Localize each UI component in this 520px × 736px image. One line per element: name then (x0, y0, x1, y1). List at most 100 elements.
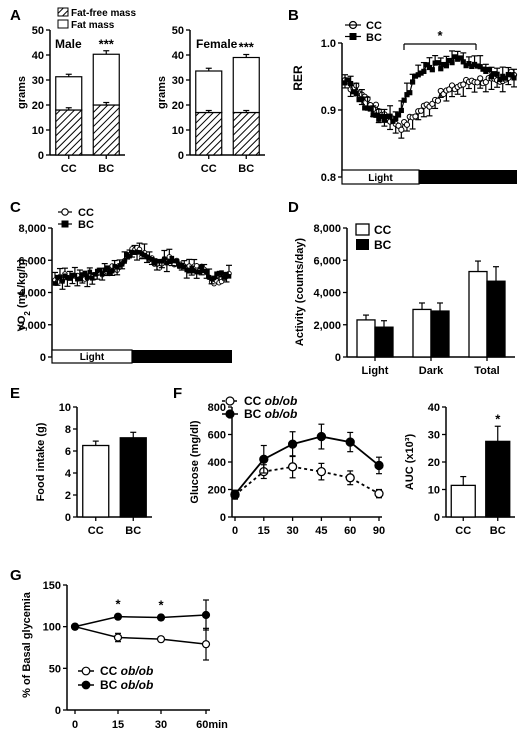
y-tick-label: 200 (208, 485, 226, 497)
y-tick-label: 8 (65, 424, 71, 436)
legend-swatch-bc (356, 239, 369, 250)
data-point-bc (466, 60, 472, 67)
x-tick-label: 15 (112, 719, 124, 731)
data-point-bc (443, 63, 449, 69)
y-tick-label: 4,000 (313, 288, 341, 300)
x-tick-label: 0 (232, 525, 238, 537)
data-point-bc (457, 55, 464, 61)
data-point-bc (350, 89, 357, 95)
x-tick-label: CC (88, 525, 104, 537)
data-point-bc (137, 250, 142, 255)
legend-marker-bc (81, 680, 91, 690)
data-point-bc (57, 275, 63, 280)
data-point-bc (52, 281, 58, 286)
data-point-bc (511, 75, 517, 81)
y-tick-label: 4 (65, 468, 72, 480)
x-tick-label: CC (201, 163, 217, 175)
data-point-bc (432, 60, 438, 66)
y-tick-label: 2,000 (18, 320, 46, 332)
data-point-bc (477, 64, 483, 70)
data-point-bc (345, 77, 351, 83)
data-point-bc (494, 71, 500, 77)
data-point-bc (60, 279, 65, 284)
data-point-bc (112, 264, 117, 269)
data-point-bc (70, 622, 80, 631)
data-point-cc (412, 113, 419, 120)
data-point-bc (129, 249, 135, 255)
f-auc-y-label: AUC (x10³) (404, 434, 416, 491)
legend-label-bc-obob: BC ob/ob (244, 407, 297, 421)
significance-star: * (115, 597, 121, 612)
data-point-cc (434, 97, 442, 104)
bar-bc (486, 280, 506, 358)
data-point-bc (77, 276, 83, 282)
data-point-bc (384, 113, 390, 120)
y-tick-label: 40 (32, 50, 44, 62)
data-point-bc (395, 112, 402, 118)
data-point-cc (460, 81, 467, 88)
bar-bc (374, 326, 394, 358)
data-point-bc (94, 268, 100, 274)
data-point-bc (505, 71, 511, 78)
significance-star: * (495, 411, 501, 426)
bar-fat-free-mass (55, 109, 83, 156)
y-tick-label: 20 (172, 100, 184, 112)
f-y-label: Glucose (mg/dl) (189, 420, 201, 503)
legend-label-fat-free: Fat-free mass (71, 8, 136, 19)
data-point-bc (374, 460, 384, 471)
y-tick-label: 4,000 (18, 288, 46, 300)
y-tick-label: 150 (43, 580, 61, 592)
data-point-bc (376, 116, 382, 122)
significance-star: * (158, 598, 164, 613)
dark-phase-label: Dark (171, 352, 194, 363)
data-point-bc (102, 267, 108, 273)
data-point-bc (429, 67, 435, 73)
x-tick-label: 90 (373, 525, 385, 537)
data-point-cc (374, 488, 384, 499)
data-point-bc (87, 269, 93, 275)
bar-fat-mass (232, 56, 260, 114)
legend-label-bc: BC (366, 32, 382, 44)
data-point-bc (154, 258, 160, 264)
bar-cc (450, 484, 476, 518)
data-point-bc (221, 275, 227, 280)
data-point-bc (491, 71, 497, 77)
data-point-bc (127, 253, 132, 259)
data-point-bc (230, 489, 240, 499)
bar-fat-mass (92, 53, 120, 106)
data-point-bc (211, 275, 217, 281)
panel-letter-e: E (10, 385, 20, 402)
data-point-bc (124, 252, 130, 258)
y-tick-label: 800 (208, 402, 226, 414)
y-tick-label: 10 (59, 402, 71, 414)
data-point-bc (85, 275, 90, 280)
data-point-bc (460, 59, 466, 65)
data-point-bc (497, 76, 503, 83)
data-point-bc (99, 271, 105, 277)
panel-letter-f: F (173, 385, 182, 402)
bar-bc (119, 437, 147, 518)
data-point-bc (162, 256, 167, 262)
data-point-bc (176, 264, 182, 269)
bar-fat-free-mass (92, 104, 120, 156)
data-point-bc (201, 610, 211, 620)
y-tick-label: 50 (32, 25, 44, 37)
data-point-bc (508, 72, 514, 78)
x-tick-label: 60 (344, 525, 356, 537)
y-tick-label: 400 (208, 457, 226, 469)
bar-cc (82, 444, 110, 518)
data-point-bc (65, 275, 70, 281)
data-point-bc (144, 254, 150, 260)
x-tick-label: BC (125, 525, 141, 537)
data-point-bc (287, 439, 298, 449)
data-point-bc (438, 66, 444, 72)
x-tick-label: BC (98, 163, 114, 175)
y-tick-label: 40 (172, 50, 184, 62)
data-point-bc (440, 61, 447, 68)
data-point-bc (471, 61, 478, 68)
data-point-bc (89, 275, 95, 281)
data-point-bc (259, 454, 269, 464)
data-point-bc (390, 118, 396, 124)
panel-letter-a: A (10, 7, 21, 24)
y-tick-label: 1.0 (321, 38, 336, 50)
